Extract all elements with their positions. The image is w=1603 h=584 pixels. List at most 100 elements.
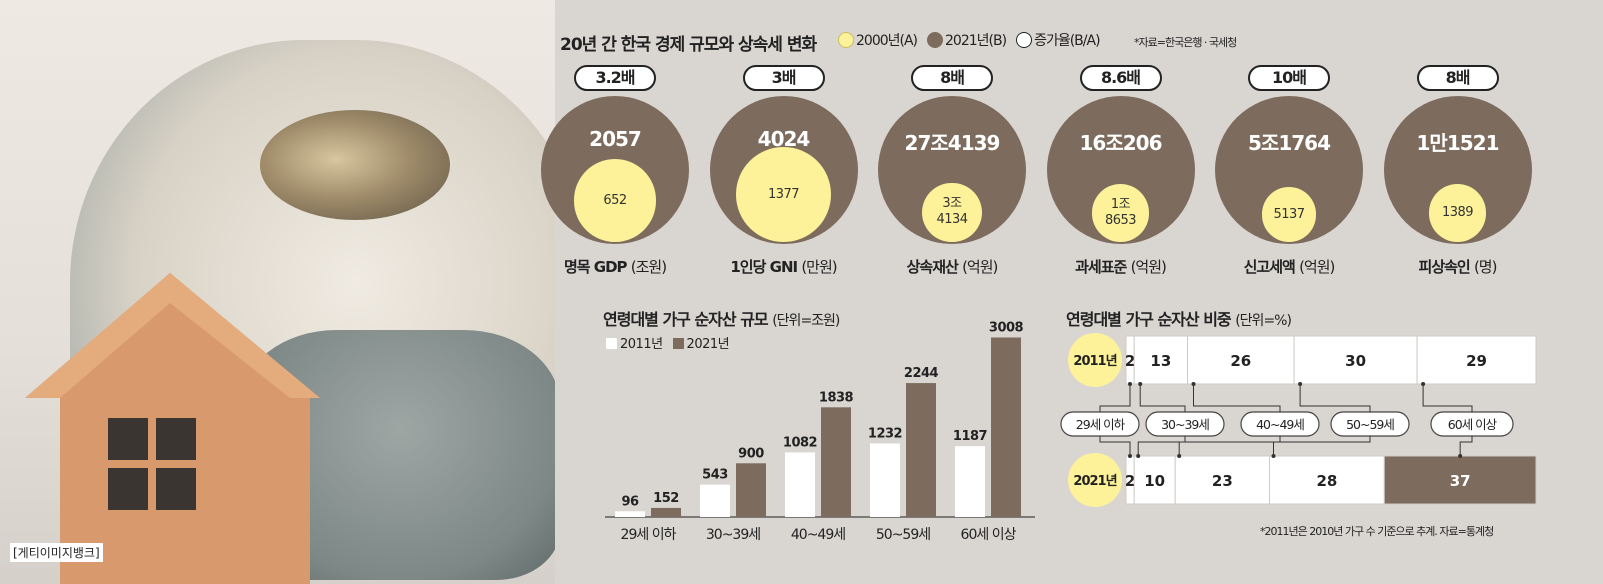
segment-value-1-2: 23 <box>1212 472 1233 490</box>
bubble-2021-value-3: 16조206 <box>1079 131 1163 155</box>
photo-illustration: [게티이미지뱅크] <box>0 0 555 584</box>
connector-dot-top-1 <box>1138 382 1143 386</box>
connector-top-2 <box>1193 384 1281 412</box>
bar-value-0-3: 1232 <box>868 426 902 441</box>
bar-legend-2011: 2011년 <box>606 333 663 352</box>
stacked-chart-title: 연령대별 가구 순자산 비중 (단위=%) <box>1066 306 1292 330</box>
bubble-2021-value-5: 1만1521 <box>1416 131 1500 155</box>
bar-value-1-0: 152 <box>653 491 679 506</box>
category-pill-label-2: 40~49세 <box>1256 417 1304 432</box>
connector-top-4 <box>1422 384 1473 412</box>
ratio-badge-5: 8배 <box>1416 65 1499 91</box>
bubble-legend: 2000년(A) 2021년(B) 증가율(B/A) <box>838 30 1104 50</box>
bubble-label-0: 명목 GDP (조원) <box>563 258 667 276</box>
legend-2000: 2000년(A) <box>838 30 918 50</box>
connector-bottom-0 <box>1099 436 1131 456</box>
connector-dot-top-4 <box>1421 382 1426 386</box>
bubble-2000-value-5: 1389 <box>1441 205 1474 221</box>
category-pill-label-4: 60세 이상 <box>1448 417 1498 432</box>
bubble-2000-value-4: 5137 <box>1273 206 1305 222</box>
bar-value-1-2: 1838 <box>819 390 854 405</box>
connector-bottom-3 <box>1273 436 1371 456</box>
bubble-unit-3: (억원) <box>1130 258 1167 276</box>
bubble-2: 27조4139 3조 4134 <box>878 96 1026 244</box>
bubble-2000-value-1: 1377 <box>767 186 800 202</box>
bar-category-1: 30~39세 <box>706 527 760 543</box>
bubble-label-4: 신고세액 (억원) <box>1243 258 1336 276</box>
bar-chart-legend: 2011년 2021년 <box>606 333 730 352</box>
legend-label-2000: 2000년(A) <box>856 33 918 49</box>
stacked-chart-unit: (단위=%) <box>1235 313 1292 329</box>
bar-0-1 <box>700 484 730 517</box>
bubble-0: 2057 652 <box>541 96 689 244</box>
legend-label-2021: 2021년(B) <box>945 33 1007 49</box>
bar-chart-title: 연령대별 가구 순자산 규모 (단위=조원) <box>603 306 840 330</box>
legend-dot-ratio <box>1016 32 1033 48</box>
bubble-unit-4: (억원) <box>1299 258 1335 276</box>
bubble-2000-value-3: 1조 8653 <box>1104 197 1137 229</box>
bar-category-2: 40~49세 <box>791 527 845 543</box>
bar-legend-label-2011: 2011년 <box>620 337 663 352</box>
bar-1-4 <box>991 337 1021 517</box>
photo-credit: [게티이미지뱅크] <box>10 543 103 562</box>
bubble-2000-0 <box>573 159 657 242</box>
segment-value-1-4: 37 <box>1450 472 1471 490</box>
segment-value-0-2: 26 <box>1230 352 1251 370</box>
bar-chart-unit: (단위=조원) <box>772 313 840 329</box>
bubble-2000-1 <box>736 147 831 242</box>
bubble-2000-5 <box>1428 184 1487 242</box>
segment-0-3 <box>1293 335 1418 385</box>
bar-0-0 <box>615 511 645 517</box>
bar-0-2 <box>785 452 815 517</box>
connector-dot-top-0 <box>1128 382 1132 386</box>
category-pill-label-1: 30~39세 <box>1161 417 1209 432</box>
connector-bottom-1 <box>1137 436 1186 456</box>
bar-category-0: 29세 이하 <box>621 527 677 543</box>
bubble-label-3: 과세표준 (억원) <box>1075 258 1167 276</box>
coins-image <box>260 110 450 220</box>
wooden-house-image <box>25 273 320 584</box>
connector-top-3 <box>1299 384 1371 412</box>
bubble-2000-2 <box>922 182 982 242</box>
bubble-2000-4 <box>1261 187 1317 242</box>
bar-0-4 <box>955 446 985 517</box>
segment-value-0-1: 13 <box>1150 352 1171 370</box>
bubble-unit-2: (억원) <box>962 258 998 276</box>
segment-value-1-1: 10 <box>1144 472 1165 490</box>
bar-1-3 <box>906 383 936 517</box>
legend-label-ratio: 증가율(B/A) <box>1034 33 1100 49</box>
bar-chart-title-text: 연령대별 가구 순자산 규모 <box>603 310 769 329</box>
ratio-badge-0: 3.2배 <box>574 65 656 91</box>
bubble-2000-3 <box>1091 184 1150 242</box>
bar-value-1-1: 900 <box>738 446 764 461</box>
bar-legend-label-2021: 2021년 <box>686 337 730 352</box>
bar-0-3 <box>870 443 900 517</box>
bubble-label-2: 상속재산 (억원) <box>906 258 999 276</box>
bar-category-3: 50~59세 <box>876 527 930 543</box>
stacked-chart: 2011년 2 13 26 30 29 2021년 2 10 23 28 37 29세 이하 30~39세… <box>1060 333 1537 507</box>
bar-1-2 <box>821 407 851 517</box>
segment-0-4 <box>1416 335 1537 385</box>
row-label-0: 2011년 <box>1073 354 1116 369</box>
bar-legend-swatch-2011 <box>606 338 617 349</box>
segment-value-1-3: 28 <box>1316 472 1337 490</box>
main-title: 20년 간 한국 경제 규모와 상속세 변화 <box>560 35 817 55</box>
segment-value-0-4: 29 <box>1466 352 1487 370</box>
legend-dot-2021 <box>927 32 944 48</box>
connector-top-1 <box>1139 384 1186 412</box>
bar-legend-2021: 2021년 <box>672 333 730 352</box>
bubble-1: 4024 1377 <box>709 96 858 244</box>
connector-dot-bottom-1 <box>1136 454 1141 458</box>
connector-dot-bottom-4 <box>1458 454 1463 458</box>
connector-dot-bottom-2 <box>1177 454 1182 458</box>
bubble-2021-value-1: 4024 <box>757 127 811 151</box>
connector-top-0 <box>1099 384 1131 412</box>
bubble-2021-value-4: 5조1764 <box>1248 131 1331 155</box>
bubble-3: 16조206 1조 8653 <box>1046 96 1195 244</box>
connector-bottom-4 <box>1459 436 1473 456</box>
bubble-2021-value-0: 2057 <box>589 127 642 151</box>
legend-dot-2000 <box>838 32 854 48</box>
bar-value-0-2: 1082 <box>783 435 817 450</box>
segment-0-1 <box>1133 335 1188 385</box>
